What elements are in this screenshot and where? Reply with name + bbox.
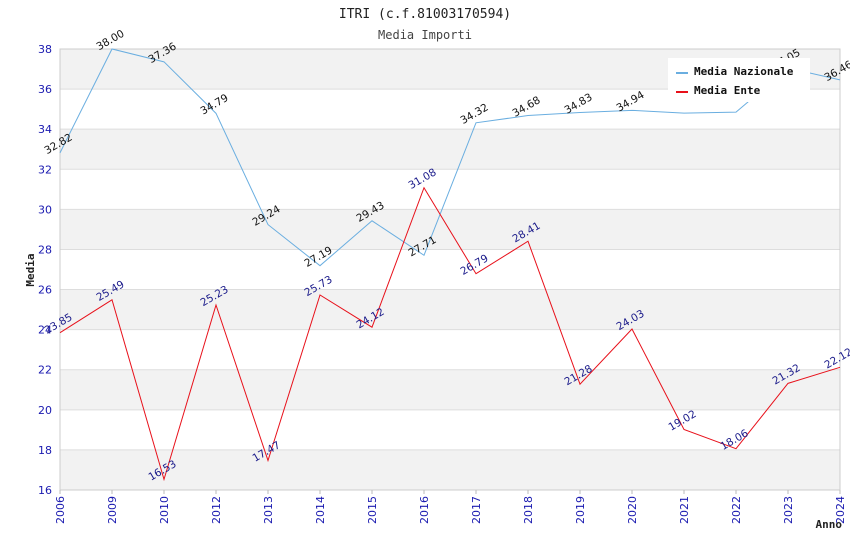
data-label-nazionale: 34.79 xyxy=(198,92,230,117)
y-tick-label: 30 xyxy=(38,203,52,216)
y-tick-label: 28 xyxy=(38,243,52,256)
plot-frame xyxy=(59,48,841,491)
grid-band xyxy=(60,369,840,410)
series-lines xyxy=(59,48,841,482)
chart-subtitle: Media Importi xyxy=(378,28,472,42)
y-tick-label: 38 xyxy=(38,43,52,56)
legend: Media Nazionale Media Ente xyxy=(668,58,810,102)
x-tick-label: 2018 xyxy=(522,496,535,524)
data-label-ente: 19.02 xyxy=(666,408,698,433)
legend-label-nazionale: Media Nazionale xyxy=(694,65,794,78)
legend-label-ente: Media Ente xyxy=(694,84,761,97)
x-tick-label: 2012 xyxy=(210,496,223,524)
x-tick-label: 2016 xyxy=(418,496,431,524)
x-tick-label: 2013 xyxy=(262,496,275,524)
grid-band xyxy=(60,449,840,490)
x-axis-label: Anno xyxy=(816,518,843,531)
y-tick-label: 34 xyxy=(38,123,52,136)
grid-bands xyxy=(60,49,840,490)
x-tick-label: 2022 xyxy=(730,496,743,524)
x-tick-label: 2014 xyxy=(314,496,327,524)
x-axis-ticks: 2006 2009 2010 2012 2013 2014 2015 2016 2017 2018… xyxy=(54,490,847,524)
y-tick-label: 36 xyxy=(38,83,52,96)
x-tick-label: 2015 xyxy=(366,496,379,524)
y-axis-ticks: 16 18 20 22 24 26 28 30 32 34 36 38 xyxy=(38,43,52,497)
grid-band xyxy=(60,209,840,250)
chart-title: ITRI (c.f.81003170594) xyxy=(339,7,511,22)
x-tick-label: 2024 xyxy=(834,496,847,524)
y-axis-label: Media xyxy=(24,253,37,286)
y-tick-label: 22 xyxy=(38,364,52,377)
data-label-ente: 31.08 xyxy=(406,166,438,191)
y-tick-label: 18 xyxy=(38,444,52,457)
data-label-ente: 26.79 xyxy=(458,252,490,277)
x-tick-label: 2010 xyxy=(158,496,171,524)
grid-band xyxy=(60,289,840,330)
data-label-ente: 23.85 xyxy=(42,311,74,336)
y-tick-label: 24 xyxy=(38,324,52,337)
data-label-ente: 18.06 xyxy=(718,427,750,453)
series-line-media-ente xyxy=(59,186,841,482)
x-tick-label: 2006 xyxy=(54,496,67,524)
y-tick-label: 26 xyxy=(38,284,52,297)
data-label-ente: 22.12 xyxy=(822,346,850,371)
y-tick-label: 32 xyxy=(38,163,52,176)
x-tick-label: 2009 xyxy=(106,496,119,524)
grid-lines xyxy=(60,48,840,491)
series-line-media-nazionale xyxy=(59,48,841,267)
legend-box xyxy=(668,58,810,102)
y-tick-label: 16 xyxy=(38,484,52,497)
x-tick-label: 2023 xyxy=(782,496,795,524)
x-tick-label: 2017 xyxy=(470,496,483,524)
x-tick-label: 2019 xyxy=(574,496,587,524)
grid-band xyxy=(60,129,840,170)
x-tick-label: 2021 xyxy=(678,496,691,524)
y-tick-label: 20 xyxy=(38,404,52,417)
data-label-nazionale: 34.32 xyxy=(458,101,490,126)
x-tick-label: 2020 xyxy=(626,496,639,524)
